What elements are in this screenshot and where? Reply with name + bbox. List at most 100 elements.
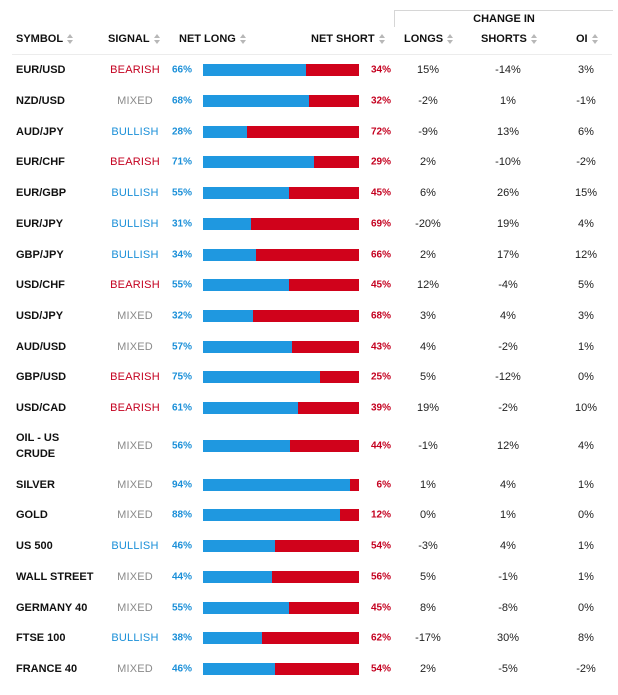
symbol-link[interactable]: OIL - US CRUDE bbox=[16, 432, 60, 461]
net-short-column-header[interactable]: NET SHORT bbox=[311, 31, 386, 47]
net-short-value: 32% bbox=[370, 95, 391, 107]
symbol-link[interactable]: USD/CHF bbox=[16, 279, 65, 292]
oi-change-value: 1% bbox=[578, 478, 594, 491]
net-long-bar-fill bbox=[203, 440, 291, 453]
table-row[interactable]: EUR/USD BEARISH 66% 34% 15% -14% 3% bbox=[0, 55, 618, 86]
sort-arrows-icon[interactable] bbox=[447, 33, 454, 45]
shorts-change-value: -1% bbox=[498, 570, 518, 583]
table-row[interactable]: USD/JPY MIXED 32% 68% 3% 4% 3% bbox=[0, 301, 618, 332]
shorts-column-header[interactable]: SHORTS bbox=[481, 31, 538, 47]
table-row[interactable]: FTSE 100 BULLISH 38% 62% -17% 30% 8% bbox=[0, 623, 618, 654]
shorts-change-value: -14% bbox=[495, 64, 521, 77]
table-row[interactable]: FRANCE 40 MIXED 46% 54% 2% -5% -2% bbox=[0, 654, 618, 685]
signal-badge: MIXED bbox=[117, 662, 153, 675]
table-row[interactable]: GBP/USD BEARISH 75% 25% 5% -12% 0% bbox=[0, 362, 618, 393]
table-row[interactable]: SILVER MIXED 94% 6% 1% 4% 1% bbox=[0, 469, 618, 500]
symbol-link[interactable]: AUD/USD bbox=[16, 340, 67, 353]
change-in-label: CHANGE IN bbox=[473, 13, 535, 25]
table-row[interactable]: USD/CHF BEARISH 55% 45% 12% -4% 5% bbox=[0, 270, 618, 301]
net-long-column-header[interactable]: NET LONG bbox=[179, 31, 247, 47]
table-row[interactable]: AUD/JPY BULLISH 28% 72% -9% 13% 6% bbox=[0, 116, 618, 147]
sentiment-bar bbox=[203, 371, 359, 384]
oi-change-value: -2% bbox=[576, 156, 596, 169]
symbol-link[interactable]: EUR/GBP bbox=[16, 187, 67, 200]
table-row[interactable]: WALL STREET MIXED 44% 56% 5% -1% 1% bbox=[0, 562, 618, 593]
oi-header-label: OI bbox=[576, 33, 588, 45]
sort-arrows-icon[interactable] bbox=[67, 33, 74, 45]
oi-column-header[interactable]: OI bbox=[576, 31, 599, 47]
table-row[interactable]: EUR/JPY BULLISH 31% 69% -20% 19% 4% bbox=[0, 209, 618, 240]
symbol-link[interactable]: USD/JPY bbox=[16, 309, 64, 322]
symbol-link[interactable]: EUR/CHF bbox=[16, 156, 65, 169]
symbol-link[interactable]: GERMANY 40 bbox=[16, 601, 88, 614]
symbol-link[interactable]: GOLD bbox=[16, 509, 48, 522]
net-long-bar-fill bbox=[203, 187, 289, 200]
longs-column-header[interactable]: LONGS bbox=[404, 31, 454, 47]
longs-change-value: 1% bbox=[420, 478, 436, 491]
table-row[interactable]: US 500 BULLISH 46% 54% -3% 4% 1% bbox=[0, 531, 618, 562]
shorts-change-value: 13% bbox=[496, 125, 520, 138]
symbol-link[interactable]: WALL STREET bbox=[16, 570, 94, 583]
table-row[interactable]: GOLD MIXED 88% 12% 0% 1% 0% bbox=[0, 500, 618, 531]
net-long-value: 56% bbox=[172, 440, 193, 452]
table-row[interactable]: AUD/USD MIXED 57% 43% 4% -2% 1% bbox=[0, 331, 618, 362]
change-in-group-header: CHANGE IN bbox=[394, 10, 613, 27]
longs-change-value: 8% bbox=[420, 601, 436, 614]
longs-change-value: -17% bbox=[415, 632, 441, 645]
symbol-link[interactable]: SILVER bbox=[16, 478, 55, 491]
sentiment-bar bbox=[203, 509, 359, 522]
signal-badge: MIXED bbox=[117, 340, 153, 353]
net-short-value: 45% bbox=[370, 279, 391, 291]
table-row[interactable]: GERMANY 40 MIXED 55% 45% 8% -8% 0% bbox=[0, 592, 618, 623]
net-short-value: 68% bbox=[370, 310, 391, 322]
shorts-change-value: 12% bbox=[496, 440, 520, 453]
sentiment-bar bbox=[203, 570, 359, 583]
oi-change-value: 6% bbox=[578, 125, 594, 138]
table-row[interactable]: EUR/CHF BEARISH 71% 29% 2% -10% -2% bbox=[0, 147, 618, 178]
net-long-bar-fill bbox=[203, 156, 314, 169]
oi-change-value: 8% bbox=[578, 632, 594, 645]
symbol-link[interactable]: FRANCE 40 bbox=[16, 662, 78, 675]
net-long-bar-fill bbox=[203, 662, 275, 675]
net-long-bar-fill bbox=[203, 340, 292, 353]
table-row[interactable]: NZD/USD MIXED 68% 32% -2% 1% -1% bbox=[0, 86, 618, 117]
net-short-value: 34% bbox=[370, 64, 391, 76]
net-long-bar-fill bbox=[203, 309, 253, 322]
table-row[interactable]: USD/CAD BEARISH 61% 39% 19% -2% 10% bbox=[0, 393, 618, 424]
shorts-change-value: 17% bbox=[496, 248, 520, 261]
sort-arrows-icon[interactable] bbox=[239, 33, 247, 45]
net-short-value: 45% bbox=[370, 187, 391, 199]
symbol-link[interactable]: FTSE 100 bbox=[16, 632, 66, 645]
signal-column-header[interactable]: SIGNAL bbox=[108, 31, 161, 47]
symbol-link[interactable]: US 500 bbox=[16, 540, 53, 553]
sort-arrows-icon[interactable] bbox=[378, 33, 386, 45]
oi-change-value: 1% bbox=[578, 540, 594, 553]
oi-change-value: 3% bbox=[578, 64, 594, 77]
symbol-link[interactable]: EUR/JPY bbox=[16, 217, 64, 230]
symbol-link[interactable]: USD/CAD bbox=[16, 402, 67, 415]
oi-change-value: -2% bbox=[576, 662, 596, 675]
sentiment-bar bbox=[203, 402, 359, 415]
symbol-link[interactable]: EUR/USD bbox=[16, 64, 66, 77]
symbol-link[interactable]: GBP/JPY bbox=[16, 248, 64, 261]
signal-badge: MIXED bbox=[117, 570, 153, 583]
symbol-link[interactable]: NZD/USD bbox=[16, 95, 65, 108]
symbol-link[interactable]: GBP/USD bbox=[16, 371, 67, 384]
sentiment-bar bbox=[203, 601, 359, 614]
net-long-bar-fill bbox=[203, 371, 320, 384]
longs-change-value: 0% bbox=[420, 509, 436, 522]
sort-arrows-icon[interactable] bbox=[591, 33, 599, 45]
sentiment-bar bbox=[203, 478, 359, 491]
table-row[interactable]: GBP/JPY BULLISH 34% 66% 2% 17% 12% bbox=[0, 239, 618, 270]
signal-badge: MIXED bbox=[117, 95, 153, 108]
net-long-value: 46% bbox=[172, 540, 193, 552]
table-row[interactable]: OIL - US CRUDE MIXED 56% 44% -1% 12% 4% bbox=[0, 423, 618, 469]
longs-change-value: 15% bbox=[416, 64, 440, 77]
table-row[interactable]: EUR/GBP BULLISH 55% 45% 6% 26% 15% bbox=[0, 178, 618, 209]
symbol-link[interactable]: AUD/JPY bbox=[16, 125, 64, 138]
oi-change-value: 5% bbox=[578, 279, 594, 292]
symbol-column-header[interactable]: SYMBOL bbox=[16, 31, 74, 47]
sort-arrows-icon[interactable] bbox=[153, 33, 161, 45]
sentiment-bar bbox=[203, 279, 359, 292]
sort-arrows-icon[interactable] bbox=[530, 33, 538, 45]
